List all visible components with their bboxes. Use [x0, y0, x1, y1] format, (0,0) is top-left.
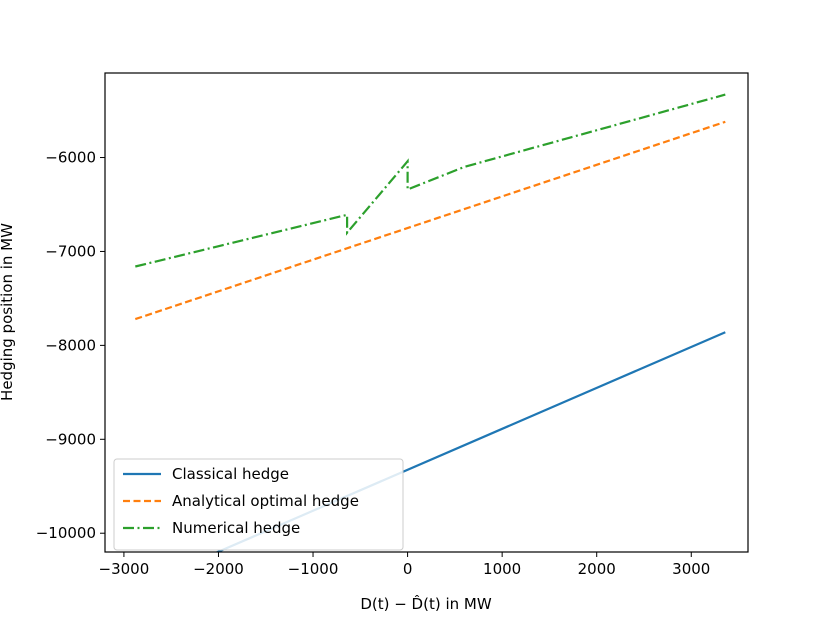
x-tick-label: 2000 — [578, 560, 616, 578]
x-tick-label: −3000 — [99, 560, 150, 578]
legend: Classical hedge Analytical optimal hedge N… — [113, 458, 404, 551]
legend-label: Analytical optimal hedge — [172, 492, 359, 510]
x-tick-label: −1000 — [288, 560, 339, 578]
y-axis-label: Hedging position in MW — [0, 223, 16, 401]
y-tick-label: −9000 — [45, 430, 96, 448]
plot-frame — [104, 72, 749, 553]
x-axis: −3000 −2000 −1000 0 1000 2000 3000 — [99, 552, 710, 578]
series-line-3 — [135, 93, 726, 268]
x-tick-label: 3000 — [672, 560, 710, 578]
legend-label: Numerical hedge — [172, 519, 300, 537]
legend-label: Classical hedge — [172, 465, 289, 483]
x-tick-label: 0 — [403, 560, 413, 578]
y-axis: −10000 −9000 −8000 −7000 −6000 — [36, 149, 105, 542]
y-tick-label: −6000 — [45, 149, 96, 167]
series-line-2 — [134, 120, 726, 321]
y-tick-label: −7000 — [45, 242, 96, 260]
y-tick-label: −8000 — [45, 336, 96, 354]
y-tick-label: −10000 — [36, 524, 96, 542]
x-tick-label: −2000 — [193, 560, 244, 578]
legend-box — [113, 458, 404, 551]
x-tick-label: 1000 — [483, 560, 521, 578]
x-axis-label: D(t) − D̂(t) in MW — [360, 594, 492, 613]
